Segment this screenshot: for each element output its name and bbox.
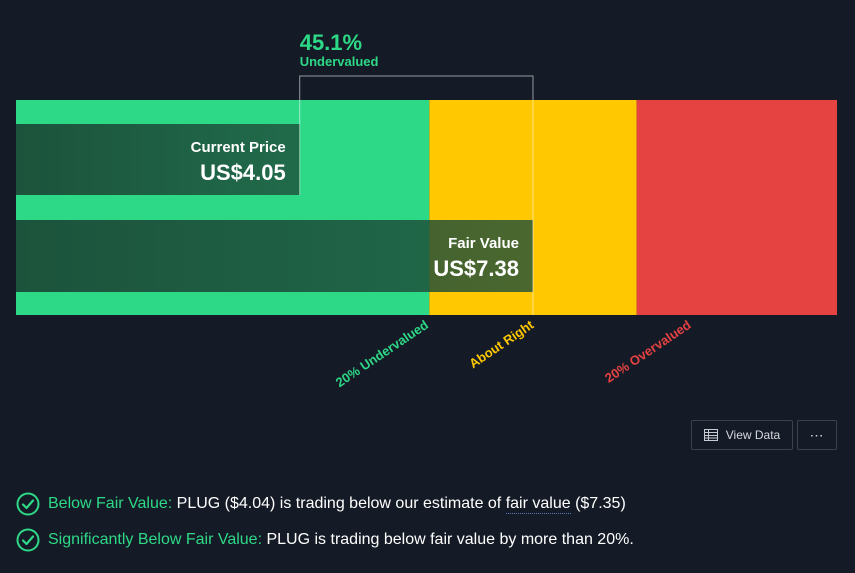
view-data-label: View Data [725, 428, 781, 442]
current-price-label: Current Price [191, 139, 286, 156]
check-text: PLUG is trading below fair value by more… [262, 531, 634, 548]
fair-value-value: US$7.38 [433, 256, 519, 281]
view-data-button[interactable]: View Data [691, 420, 793, 450]
fair-value-label: Fair Value [448, 235, 519, 252]
check-significantly-below-fair-value: Significantly Below Fair Value: PLUG is … [16, 527, 634, 553]
check-circle-icon [16, 492, 40, 516]
valuation-chart: Current Price US$4.05 Fair Value US$7.38 45.… [16, 30, 837, 390]
zone-label-undervalued: 20% Undervalued [333, 317, 431, 390]
check-text-end: ($7.35) [570, 495, 626, 512]
fair-value-bar [16, 220, 533, 292]
check-below-fair-value: Below Fair Value: PLUG ($4.04) is tradin… [16, 491, 626, 517]
zone-label-overvalued: 20% Overvalued [602, 317, 694, 386]
current-price-value: US$4.05 [200, 160, 286, 185]
more-options-button[interactable]: ⋯ [797, 420, 837, 450]
zone-band-overvalued [636, 100, 837, 315]
check-circle-icon [16, 528, 40, 552]
discount-percent: 45.1% [300, 30, 362, 55]
table-icon [703, 429, 718, 441]
check-title: Significantly Below Fair Value: [48, 531, 263, 548]
more-options-icon: ⋯ [809, 426, 825, 443]
discount-status: Undervalued [300, 54, 379, 69]
discount-bracket [299, 75, 534, 315]
current-price-bar [16, 124, 300, 195]
fair-value-link[interactable]: fair value [505, 494, 571, 514]
check-title: Below Fair Value: [48, 495, 173, 512]
check-text: PLUG ($4.04) is trading below our estima… [172, 495, 506, 512]
zone-label-about-right: About Right [466, 317, 537, 371]
